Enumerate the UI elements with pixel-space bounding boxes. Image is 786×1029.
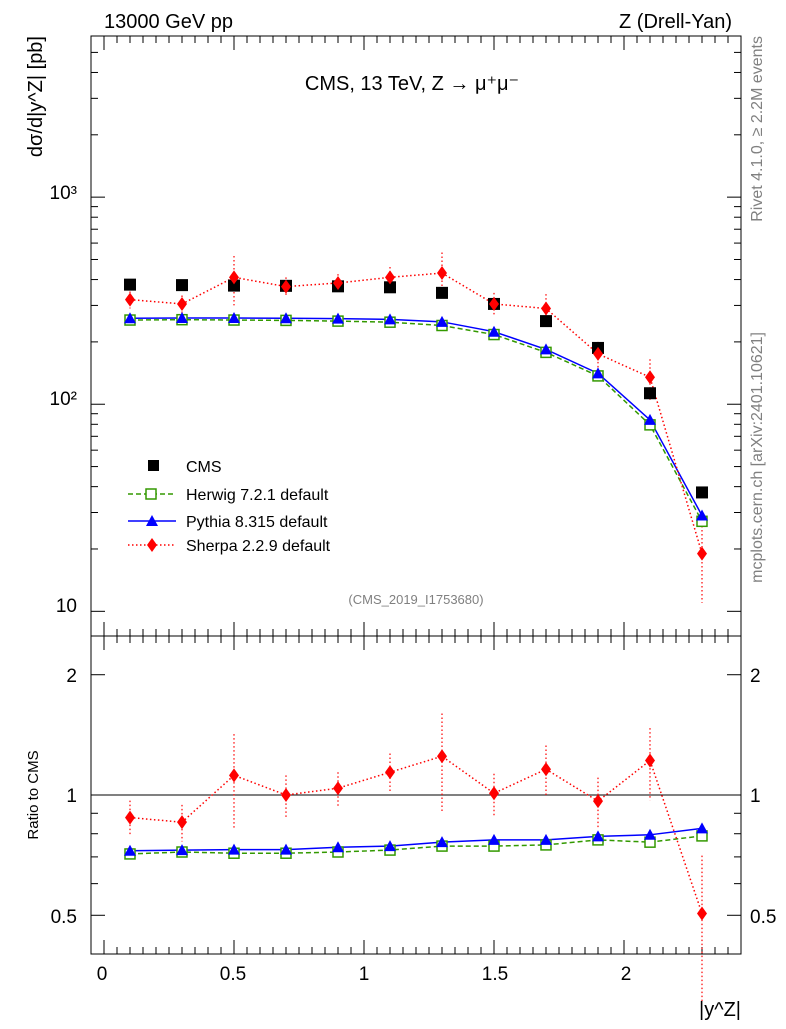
ratio-point-pythia	[436, 836, 448, 848]
main-point-cms	[644, 387, 656, 400]
main-point-pythia	[384, 313, 396, 325]
main-axis-ticks	[91, 35, 741, 636]
ratio-ytick-left-0.5: 0.5	[51, 907, 77, 928]
main-point-sherpa	[125, 292, 135, 307]
ratio-point-sherpa	[437, 749, 447, 764]
ratio-point-pythia	[228, 843, 240, 855]
legend-herwig-marker	[145, 488, 157, 500]
main-point-sherpa	[385, 270, 395, 285]
ratio-point-sherpa	[229, 768, 239, 783]
xtick-label-1.5: 1.5	[482, 964, 508, 985]
main-point-cms	[696, 486, 708, 499]
ratio-ytick-left-2: 2	[66, 666, 77, 687]
legend-sherpa-marker	[147, 538, 157, 552]
xtick-label-1: 1	[359, 964, 370, 985]
main-point-cms	[436, 286, 448, 299]
main-title: CMS, 13 TeV, Z → μ⁺μ⁻	[305, 73, 519, 95]
main-point-pythia	[488, 325, 500, 337]
ratio-point-pythia	[592, 830, 604, 842]
ratio-point-pythia	[124, 844, 136, 856]
main-point-pythia	[644, 413, 656, 425]
main-line-herwig	[129, 318, 703, 522]
ratio-ytick-right-2: 2	[750, 666, 761, 687]
ratio-point-sherpa	[385, 765, 395, 780]
ratio-point-sherpa	[489, 786, 499, 801]
main-point-pythia	[280, 312, 292, 324]
ratio-ytick-right-0.5: 0.5	[750, 907, 776, 928]
ratio-line-herwig	[129, 835, 703, 855]
main-point-sherpa	[697, 546, 707, 561]
ratio-axis-ticks	[91, 636, 741, 955]
main-point-sherpa	[437, 266, 447, 281]
main-ylabel: dσ/d|y^Z| [pb]	[25, 36, 47, 157]
ratio-ylabel: Ratio to CMS	[25, 750, 42, 839]
xtick-label-2: 2	[621, 964, 632, 985]
main-point-sherpa	[229, 270, 239, 285]
ratio-point-sherpa	[697, 906, 707, 921]
main-point-sherpa	[645, 370, 655, 385]
main-point-pythia	[436, 315, 448, 327]
ratio-point-sherpa	[281, 788, 291, 802]
legend-sherpa-label: Sherpa 2.2.9 default	[186, 538, 331, 555]
main-point-cms	[540, 315, 552, 328]
main-point-cms	[228, 279, 240, 292]
ratio-point-pythia	[280, 843, 292, 855]
ytick-label-1000: 10³	[50, 183, 77, 204]
xtick-label-0.5: 0.5	[220, 964, 246, 985]
main-point-sherpa	[541, 301, 551, 316]
main-line-sherpa	[129, 272, 703, 554]
header-left: 13000 GeV pp	[104, 11, 233, 33]
legend-cms-marker	[148, 460, 159, 471]
main-point-sherpa	[489, 296, 499, 311]
main-point-pythia	[696, 509, 708, 521]
ytick-label-10: 10	[56, 596, 77, 617]
ratio-point-pythia	[696, 822, 708, 834]
main-point-pythia	[228, 311, 240, 323]
ratio-point-sherpa	[645, 753, 655, 768]
main-point-cms	[176, 279, 188, 292]
ratio-line-pythia	[129, 827, 703, 852]
ratio-point-sherpa	[593, 794, 603, 809]
main-point-cms	[384, 281, 396, 294]
ratio-point-pythia	[488, 833, 500, 845]
analysis-id: (CMS_2019_I1753680)	[348, 592, 483, 607]
ratio-point-sherpa	[125, 810, 135, 825]
main-series-layer	[124, 252, 708, 603]
legend: CMS Herwig 7.2.1 default Pythia 8.315 de…	[128, 459, 331, 555]
xtick-label-0: 0	[97, 964, 108, 985]
legend-cms-label: CMS	[186, 459, 222, 476]
main-point-pythia	[592, 367, 604, 379]
ratio-point-pythia	[540, 833, 552, 845]
ratio-series-layer	[124, 713, 708, 1002]
main-point-sherpa	[333, 275, 343, 290]
main-point-pythia	[332, 312, 344, 324]
header-right: Z (Drell-Yan)	[619, 11, 732, 33]
ratio-ytick-right-1: 1	[750, 786, 761, 807]
ratio-line-sherpa	[129, 755, 703, 914]
ratio-point-pythia	[332, 841, 344, 853]
ratio-point-pythia	[176, 844, 188, 856]
main-point-pythia	[124, 312, 136, 324]
main-line-pythia	[129, 317, 703, 516]
main-point-sherpa	[593, 346, 603, 361]
main-point-sherpa	[281, 279, 291, 294]
ratio-point-pythia	[644, 828, 656, 840]
ratio-point-sherpa	[541, 762, 551, 777]
ratio-point-sherpa	[177, 815, 187, 830]
legend-pythia-label: Pythia 8.315 default	[186, 514, 328, 531]
x-axis-label: |y^Z|	[699, 999, 741, 1021]
legend-pythia-marker	[146, 515, 158, 526]
ytick-label-100: 10²	[50, 389, 77, 410]
ratio-ytick-left-1: 1	[66, 786, 77, 807]
legend-herwig-label: Herwig 7.2.1 default	[186, 487, 329, 504]
main-point-pythia	[540, 343, 552, 355]
rivet-label: Rivet 4.1.0, ≥ 2.2M events	[749, 36, 766, 222]
main-point-pythia	[176, 311, 188, 323]
main-point-cms	[124, 278, 136, 291]
main-point-sherpa	[177, 296, 187, 311]
ratio-point-sherpa	[333, 781, 343, 796]
ratio-point-pythia	[384, 840, 396, 852]
mcplots-label: mcplots.cern.ch [arXiv:2401.10621]	[749, 332, 766, 583]
